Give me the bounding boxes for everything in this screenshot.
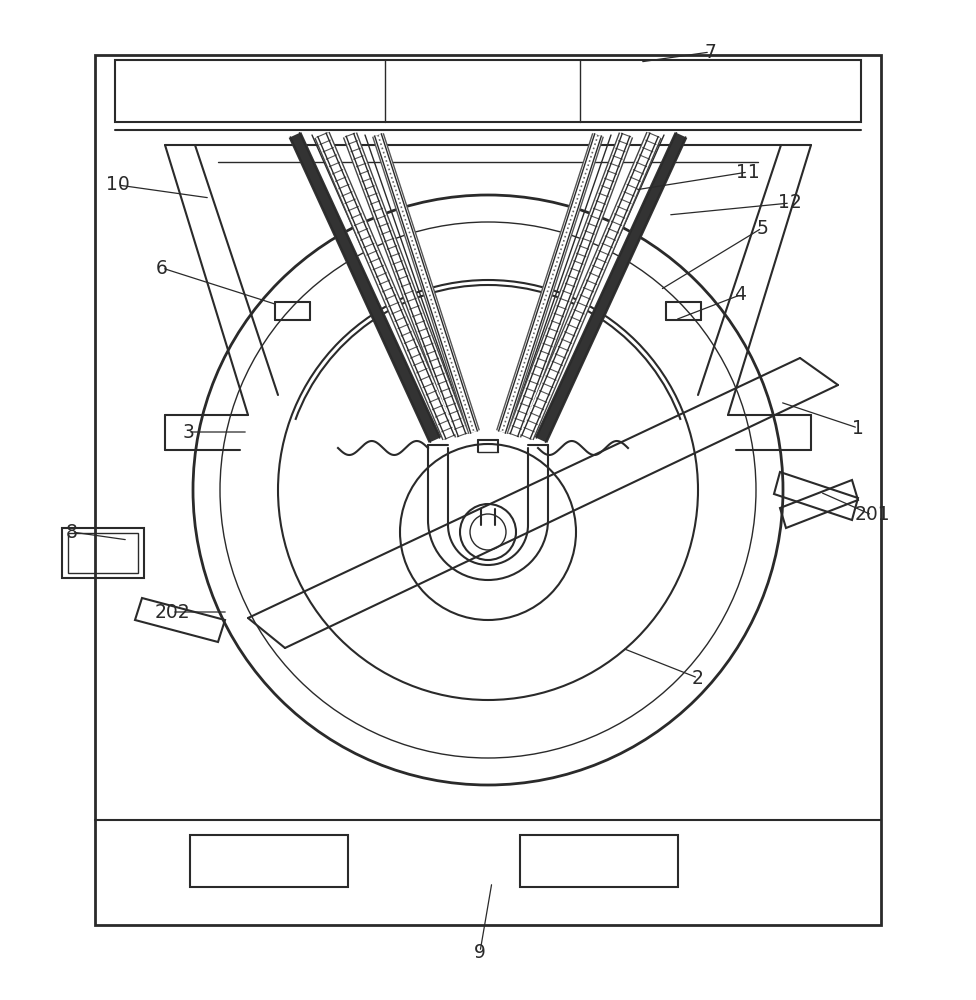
Text: 11: 11 xyxy=(736,162,760,182)
Text: 12: 12 xyxy=(778,194,802,213)
Text: 3: 3 xyxy=(183,422,194,442)
Text: 5: 5 xyxy=(756,219,768,237)
Text: 10: 10 xyxy=(106,176,130,194)
Text: 201: 201 xyxy=(854,506,890,524)
Bar xyxy=(62,528,144,578)
Bar xyxy=(190,835,348,887)
Bar xyxy=(115,60,861,122)
Text: 7: 7 xyxy=(704,42,716,62)
Text: 4: 4 xyxy=(734,286,746,304)
Text: 1: 1 xyxy=(852,418,864,438)
Bar xyxy=(95,55,881,925)
Text: 2: 2 xyxy=(692,668,704,688)
Bar xyxy=(68,533,138,573)
Text: 6: 6 xyxy=(156,258,168,277)
Text: 9: 9 xyxy=(474,942,486,962)
Text: 202: 202 xyxy=(154,602,189,621)
Bar xyxy=(520,835,678,887)
Text: 8: 8 xyxy=(66,522,78,542)
